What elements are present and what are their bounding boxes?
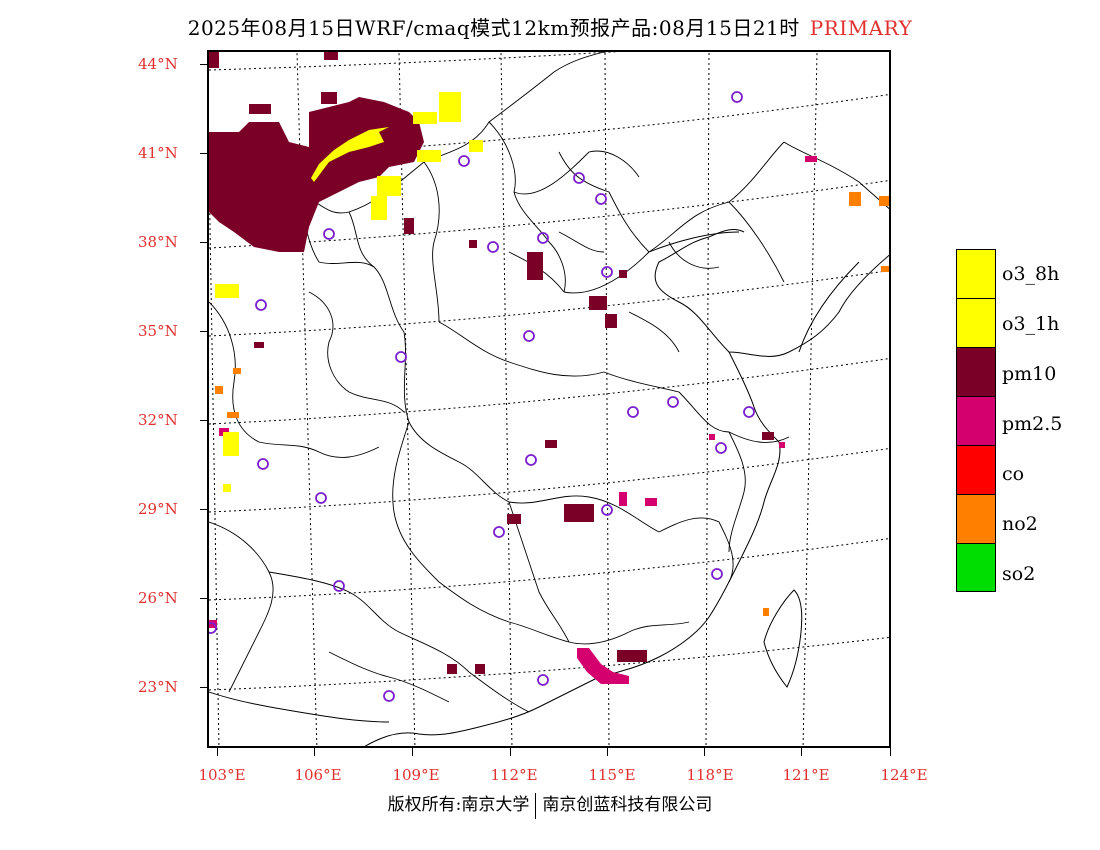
legend-label-co: co bbox=[1002, 463, 1025, 485]
lon-tick bbox=[412, 748, 413, 756]
coastline bbox=[364, 229, 889, 746]
lon-label: 112°E bbox=[490, 766, 538, 784]
o3-areas bbox=[215, 92, 483, 492]
lon-label: 103°E bbox=[198, 766, 246, 784]
lat-tick bbox=[200, 153, 208, 154]
legend-label-pm25: pm2.5 bbox=[1002, 413, 1063, 435]
lon-label: 121°E bbox=[782, 766, 830, 784]
lon-label: 106°E bbox=[294, 766, 342, 784]
legend-label-o3-1h: o3_1h bbox=[1002, 313, 1060, 335]
map-svg bbox=[209, 52, 889, 746]
copyright-owner: 版权所有:南京大学 bbox=[387, 795, 530, 815]
lon-label: 124°E bbox=[880, 766, 928, 784]
lon-label: 115°E bbox=[588, 766, 636, 784]
legend-label-pm10: pm10 bbox=[1002, 363, 1057, 385]
lat-tick bbox=[200, 331, 208, 332]
title-text: 2025年08月15日WRF/cmaq模式12km预报产品:08月15日21时 bbox=[187, 16, 800, 40]
lat-label: 44°N bbox=[138, 55, 178, 73]
lat-label: 41°N bbox=[138, 144, 178, 162]
legend-label-no2: no2 bbox=[1002, 513, 1038, 535]
lon-tick bbox=[510, 748, 511, 756]
lon-tick bbox=[314, 748, 315, 756]
legend-swatch-so2 bbox=[956, 543, 996, 592]
footer-divider bbox=[535, 792, 537, 819]
primary-badge: PRIMARY bbox=[809, 16, 913, 40]
lon-tick bbox=[217, 748, 218, 756]
lat-label: 32°N bbox=[138, 411, 178, 429]
copyright-footer: 版权所有:南京大学 南京创蓝科技有限公司 bbox=[0, 790, 1100, 819]
legend-swatch-no2 bbox=[956, 494, 996, 543]
lon-label: 118°E bbox=[686, 766, 734, 784]
lon-label: 109°E bbox=[392, 766, 440, 784]
lon-tick bbox=[890, 748, 891, 756]
lat-tick bbox=[200, 64, 208, 65]
lat-tick bbox=[200, 420, 208, 421]
legend-swatch-co bbox=[956, 445, 996, 494]
legend bbox=[956, 249, 996, 592]
legend-label-so2: so2 bbox=[1002, 563, 1036, 585]
pm10-areas bbox=[209, 52, 774, 674]
lat-label: 29°N bbox=[138, 500, 178, 518]
lat-tick bbox=[200, 598, 208, 599]
legend-swatch-pm25 bbox=[956, 396, 996, 445]
lon-tick bbox=[801, 748, 802, 756]
legend-label-o3-8h: o3_8h bbox=[1002, 263, 1060, 285]
taiwan-outline bbox=[763, 589, 803, 688]
lat-label: 26°N bbox=[138, 589, 178, 607]
legend-swatch-o3-1h bbox=[956, 298, 996, 347]
map-frame[interactable] bbox=[207, 50, 891, 748]
lat-tick bbox=[200, 687, 208, 688]
lat-label: 35°N bbox=[138, 322, 178, 340]
legend-swatch-pm10 bbox=[956, 347, 996, 396]
copyright-company: 南京创蓝科技有限公司 bbox=[542, 795, 713, 815]
map-title: 2025年08月15日WRF/cmaq模式12km预报产品:08月15日21时 P… bbox=[0, 12, 1100, 41]
lat-label: 38°N bbox=[138, 233, 178, 251]
lat-label: 23°N bbox=[138, 678, 178, 696]
lon-tick bbox=[704, 748, 705, 756]
city-markers bbox=[209, 91, 755, 702]
lon-tick bbox=[607, 748, 608, 756]
legend-swatch-o3-8h bbox=[956, 249, 996, 298]
lat-tick bbox=[200, 242, 208, 243]
no2-areas bbox=[215, 192, 889, 616]
lat-tick bbox=[200, 509, 208, 510]
boundaries bbox=[209, 52, 889, 723]
